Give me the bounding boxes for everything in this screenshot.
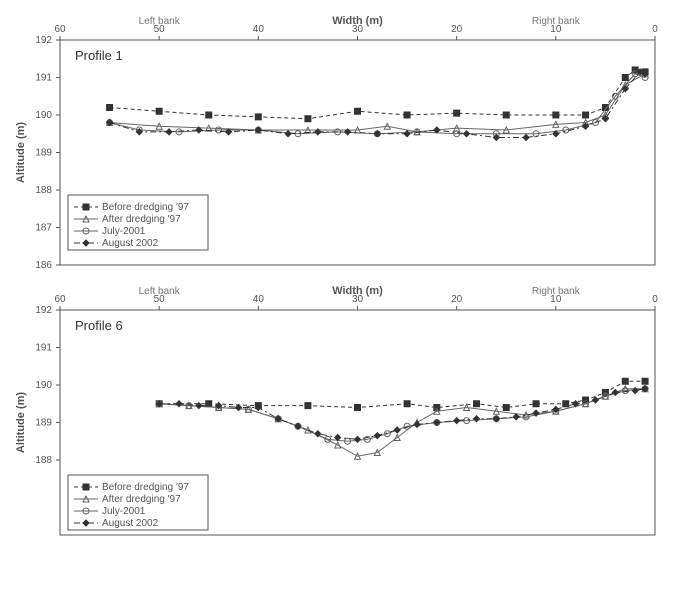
svg-text:60: 60 bbox=[54, 24, 66, 35]
svg-text:189: 189 bbox=[35, 148, 52, 159]
svg-text:20: 20 bbox=[451, 24, 463, 35]
svg-text:190: 190 bbox=[35, 110, 52, 121]
svg-text:July-2001: July-2001 bbox=[102, 226, 146, 237]
svg-text:Right bank: Right bank bbox=[532, 286, 581, 297]
svg-text:Before dredging '97: Before dredging '97 bbox=[102, 482, 189, 493]
svg-text:20: 20 bbox=[451, 294, 463, 305]
svg-text:August 2002: August 2002 bbox=[102, 518, 159, 529]
svg-text:191: 191 bbox=[35, 343, 52, 354]
svg-text:188: 188 bbox=[35, 185, 52, 196]
svg-text:191: 191 bbox=[35, 73, 52, 84]
svg-text:Profile 1: Profile 1 bbox=[75, 48, 123, 63]
svg-text:After dredging '97: After dredging '97 bbox=[102, 494, 181, 505]
svg-text:July-2001: July-2001 bbox=[102, 506, 146, 517]
svg-text:Right bank: Right bank bbox=[532, 16, 581, 27]
svg-text:Profile 6: Profile 6 bbox=[75, 318, 123, 333]
svg-text:60: 60 bbox=[54, 294, 66, 305]
svg-text:188: 188 bbox=[35, 455, 52, 466]
chart-profile-1: Width (m)6050403020100Left bankRight ban… bbox=[10, 10, 675, 270]
svg-text:192: 192 bbox=[35, 35, 52, 46]
svg-text:189: 189 bbox=[35, 418, 52, 429]
svg-text:0: 0 bbox=[652, 24, 658, 35]
svg-text:192: 192 bbox=[35, 305, 52, 316]
svg-text:Left bank: Left bank bbox=[139, 286, 181, 297]
svg-text:0: 0 bbox=[652, 294, 658, 305]
svg-text:40: 40 bbox=[253, 24, 265, 35]
svg-text:190: 190 bbox=[35, 380, 52, 391]
svg-text:186: 186 bbox=[35, 260, 52, 270]
svg-text:August 2002: August 2002 bbox=[102, 238, 159, 249]
svg-text:40: 40 bbox=[253, 294, 265, 305]
svg-text:30: 30 bbox=[352, 24, 364, 35]
svg-text:Before dredging '97: Before dredging '97 bbox=[102, 202, 189, 213]
svg-text:Altitude (m): Altitude (m) bbox=[15, 122, 27, 183]
svg-text:After dredging '97: After dredging '97 bbox=[102, 214, 181, 225]
svg-text:30: 30 bbox=[352, 294, 364, 305]
svg-text:Altitude (m): Altitude (m) bbox=[15, 392, 27, 453]
svg-text:Left bank: Left bank bbox=[139, 16, 181, 27]
svg-text:187: 187 bbox=[35, 223, 52, 234]
chart-profile-2: Width (m)6050403020100Left bankRight ban… bbox=[10, 280, 675, 540]
